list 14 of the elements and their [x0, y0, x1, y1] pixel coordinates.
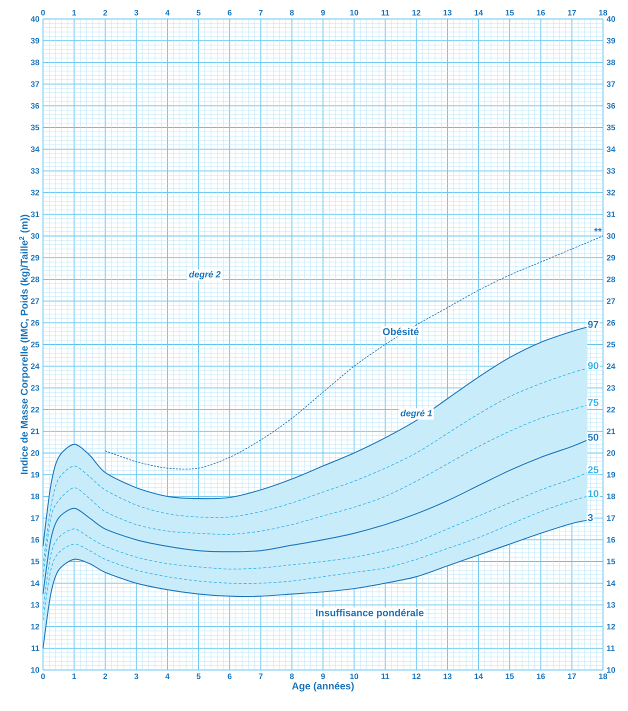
x-axis-title: Age (années)	[292, 682, 354, 692]
series-label: 50	[588, 434, 598, 441]
series-label: **	[594, 228, 602, 232]
series-label: 3	[588, 514, 593, 522]
series-label: 97	[588, 320, 598, 328]
series-label: 25	[588, 466, 598, 474]
y-axis-title: Indice de Masse Corporelle (IMC, Poids (kg)/Taille$^{2}$ (m))	[19, 214, 30, 474]
annotation: degré 1	[400, 410, 432, 418]
series-label: 75	[588, 399, 598, 406]
series-label: 90	[588, 362, 598, 370]
series-label: 10	[588, 490, 598, 498]
annotation: Insuffisance pondérale	[316, 608, 424, 618]
annotation: Obésité	[382, 328, 419, 336]
annotation: degré 2	[189, 270, 221, 280]
